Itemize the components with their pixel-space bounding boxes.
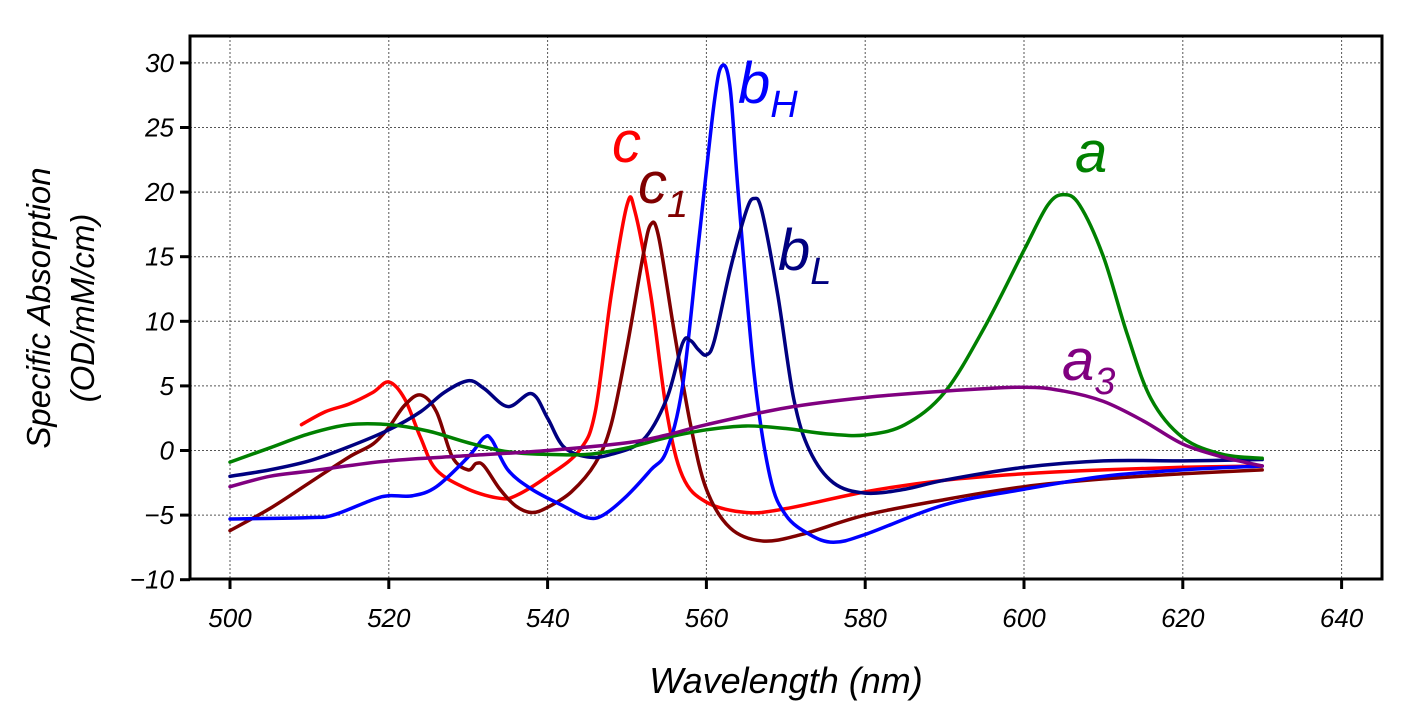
series-label-base: c [612,110,641,175]
y-tick-label: −5 [144,500,174,530]
series-label-base: a [1062,328,1094,393]
series-label-bL: bL [778,218,831,293]
x-tick-label: 540 [526,603,570,633]
x-tick-label: 640 [1320,603,1364,633]
x-tick-label: 560 [685,603,729,633]
x-tick-label: 500 [208,603,252,633]
plot-frame [188,34,1384,581]
series-label-base: b [738,51,770,116]
x-tick-label: 520 [367,603,411,633]
axis-ticks: 500 520 540 560 580 600 620 640 −10 −5 0 5 10 15 20 25 3… [130,48,1364,633]
series-label-a: a [1075,120,1107,185]
series-label-base: a [1075,120,1107,185]
y-tick-label: 20 [144,177,174,207]
series-a3-line [228,385,1264,489]
series-c-line [299,195,1264,515]
y-axis-label-line2: (OD/mM/cm) [64,214,101,403]
series-label-subscript: 1 [667,184,688,226]
series-curves [228,63,1264,544]
series-label-bH: bH [738,51,798,126]
x-tick-label: 620 [1161,603,1205,633]
series-a-line [228,192,1264,464]
series-label-base: b [778,218,810,283]
series-label-subscript: 3 [1094,361,1115,403]
y-axis-label-line1: Specific Absorption [20,167,57,448]
series-label-c: c [612,110,641,175]
y-tick-label: 30 [145,48,174,78]
series-label-base: c [638,151,667,216]
x-axis-label: Wavelength (nm) [649,660,922,701]
x-tick-label: 600 [1002,603,1046,633]
x-tick-label: 580 [844,603,888,633]
y-tick-label: 5 [160,371,175,401]
series-label-a3: a3 [1062,328,1115,403]
y-tick-label: 15 [145,242,174,272]
y-tick-label: 0 [160,436,175,466]
y-tick-label: 10 [145,306,174,336]
series-bL-line [228,196,1264,496]
series-label-c1: c1 [638,151,688,226]
series-label-subscript: H [770,84,798,126]
y-tick-label: −10 [130,565,175,595]
y-tick-label: 25 [144,113,174,143]
series-c1-line [228,220,1264,543]
series-label-subscript: L [810,251,831,293]
series-bH-line [228,63,1264,544]
